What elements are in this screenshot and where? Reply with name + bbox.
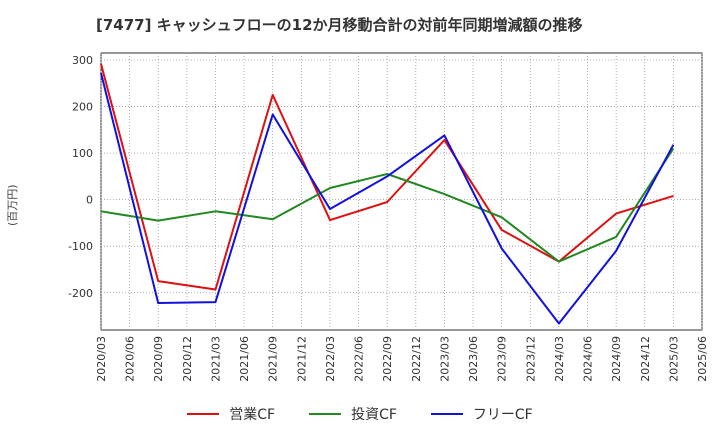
plot-frame (100, 52, 703, 331)
series-line-1 (100, 147, 675, 263)
series-line-2 (100, 72, 675, 325)
x-tick-label: 2023/06 (467, 336, 480, 382)
x-tick-label: 2022/09 (381, 336, 394, 382)
legend-label: フリーCF (472, 407, 533, 423)
x-tick-label: 2021/09 (267, 336, 280, 382)
x-tick-label: 2023/03 (438, 336, 451, 382)
legend-label: 営業CF (229, 407, 276, 423)
x-tick-label: 2020/09 (152, 336, 165, 382)
legend: 営業CF 投資CF フリーCF (0, 404, 720, 424)
y-tick-label: 100 (72, 147, 93, 160)
y-tick-label: -100 (68, 240, 93, 253)
x-tick-label: 2021/03 (209, 336, 222, 382)
x-tick-label: 2024/03 (553, 336, 566, 382)
x-tick-label: 2024/06 (582, 336, 595, 382)
x-tick-label: 2024/12 (639, 336, 652, 382)
legend-item-0: 営業CF (187, 404, 275, 424)
legend-item-2: フリーCF (430, 404, 533, 424)
y-tick-label: 0 (86, 194, 93, 207)
x-tick-label: 2021/06 (238, 336, 251, 382)
x-tick-label: 2025/03 (667, 336, 680, 382)
series-line-0 (100, 63, 674, 291)
legend-swatch (309, 413, 342, 415)
legend-swatch (187, 413, 220, 415)
y-tick-label: 300 (72, 54, 93, 67)
y-tick-label: 200 (72, 101, 93, 114)
x-tick-label: 2023/12 (524, 336, 537, 382)
x-tick-label: 2021/12 (295, 336, 308, 382)
axis-layer: 300 200 100 0 -100 -200 2020/03 2020/06 2020/09 2… (68, 54, 709, 382)
x-tick-label: 2022/03 (324, 336, 337, 382)
x-tick-label: 2022/06 (353, 336, 366, 382)
series-layer (100, 63, 675, 325)
legend-swatch (430, 413, 463, 415)
x-tick-label: 2022/12 (410, 336, 423, 382)
legend-item-1: 投資CF (309, 404, 397, 424)
x-tick-label: 2024/09 (610, 336, 623, 382)
x-tick-label: 2025/06 (696, 336, 709, 382)
x-tick-label: 2023/09 (496, 336, 509, 382)
grid-layer (100, 52, 703, 331)
chart-title: [7477] キャッシュフローの12か月移動合計の対前年同期増減額の推移 (96, 16, 583, 34)
x-tick-label: 2020/06 (124, 336, 137, 382)
legend-label: 投資CF (351, 407, 397, 423)
y-tick-label: -200 (68, 287, 93, 300)
x-tick-label: 2020/12 (181, 336, 194, 382)
x-tick-label: 2020/03 (95, 336, 108, 382)
